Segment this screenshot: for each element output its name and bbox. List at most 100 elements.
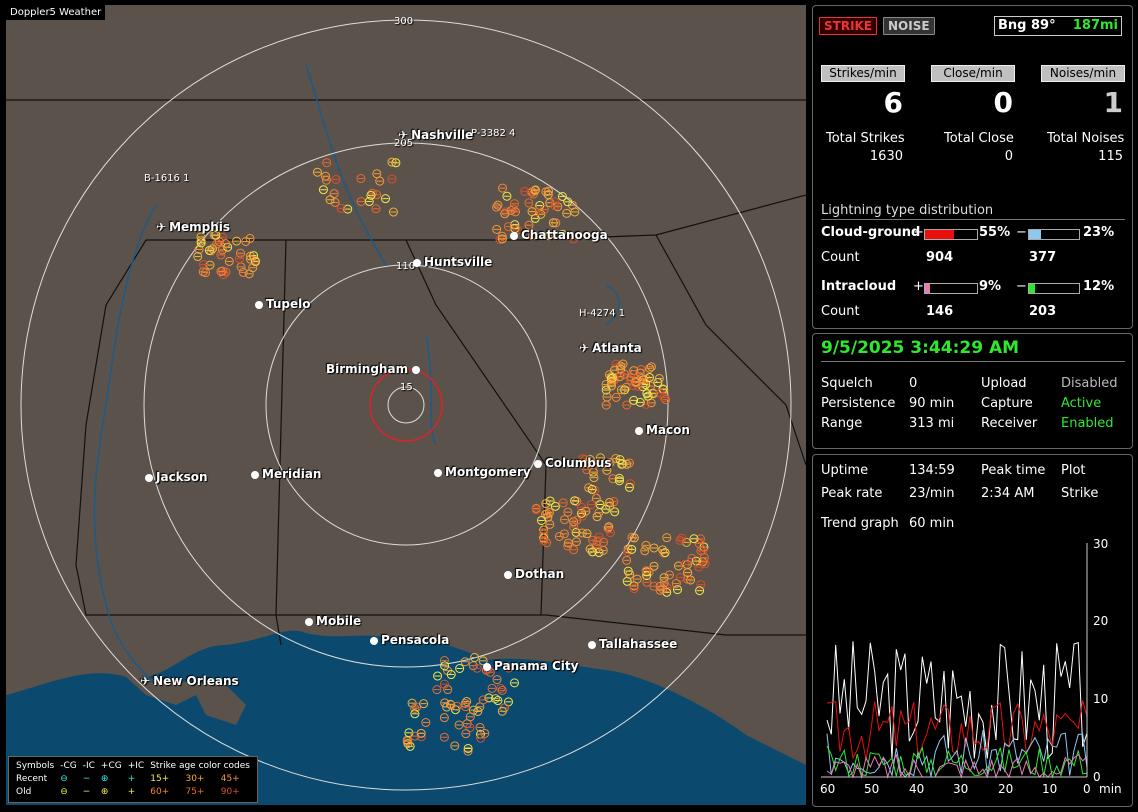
x-tick: 60 <box>820 782 836 796</box>
strike-marker <box>611 453 621 463</box>
strike-marker <box>475 722 485 732</box>
city-memphis: ✈ Memphis <box>156 220 231 234</box>
city-birmingham: Birmingham <box>326 362 423 376</box>
close-per-min-header[interactable]: Close/min <box>931 65 1015 82</box>
strike-marker <box>587 484 597 494</box>
strike-marker <box>403 739 413 749</box>
map-title: Doppler5 Weather <box>6 5 106 20</box>
strike-marker <box>606 378 616 388</box>
strike-marker <box>658 545 668 555</box>
city-dot-icon <box>588 640 596 649</box>
total-close-value: 0 <box>1004 149 1013 164</box>
strike-marker <box>641 540 651 550</box>
plus-sign: + <box>913 279 924 294</box>
strike-marker <box>439 679 449 689</box>
ring-label-15: 15 <box>400 382 413 393</box>
noises-per-min-value: 1 <box>1103 86 1123 119</box>
strike-marker <box>245 233 255 243</box>
strike-marker <box>366 190 376 200</box>
strike-marker <box>465 723 475 733</box>
city-dot-icon <box>255 300 263 309</box>
strike-marker <box>387 157 397 167</box>
strike-marker <box>544 231 554 241</box>
strike-marker <box>492 675 502 685</box>
city-montgomery: Montgomery <box>434 465 531 479</box>
cg-positive-count: 904 <box>926 250 954 265</box>
upload-value: Disabled <box>1061 376 1118 391</box>
bearing-box: Bng 89° 187mi <box>994 16 1122 36</box>
strike-marker <box>539 533 549 543</box>
squelch-label: Squelch <box>821 376 873 391</box>
intracloud-label: Intracloud <box>821 279 897 294</box>
city-macon: Macon <box>635 423 690 437</box>
cg-positive-bar <box>924 229 978 240</box>
strike-marker <box>624 482 634 492</box>
lightning-map[interactable]: Doppler5 Weather 300 205 110 15 P-3382 4… <box>6 5 806 805</box>
bearing-value: Bng 89° <box>998 18 1056 33</box>
noise-button[interactable]: NOISE <box>883 17 935 35</box>
strike-marker <box>520 186 530 196</box>
city-tallahassee: Tallahassee <box>588 637 677 651</box>
strike-marker <box>375 176 385 186</box>
strike-button[interactable]: STRIKE <box>819 17 878 35</box>
city-panama-city: Panama City <box>483 659 578 673</box>
strike-marker <box>367 188 377 198</box>
strike-marker <box>440 698 450 708</box>
strike-marker <box>645 363 655 373</box>
pos-cg-icon: ⊕ <box>100 787 109 797</box>
strike-marker <box>312 167 322 177</box>
strike-marker <box>649 543 659 553</box>
trend-series-line <box>826 700 1088 760</box>
capture-label: Capture <box>981 396 1033 411</box>
strike-marker <box>446 670 456 680</box>
strike-marker <box>606 381 616 391</box>
strike-marker <box>536 515 546 525</box>
strike-marker <box>654 373 664 383</box>
strike-marker <box>626 375 636 385</box>
strike-marker <box>662 533 672 543</box>
strike-marker <box>649 561 659 571</box>
strike-marker <box>387 174 397 184</box>
city-dot-icon <box>145 473 153 482</box>
plot-value[interactable]: Strike <box>1061 486 1099 501</box>
strike-marker <box>432 685 442 695</box>
strike-marker <box>503 222 513 232</box>
total-close-label: Total Close <box>944 131 1014 146</box>
strike-marker <box>452 701 462 711</box>
strike-marker <box>530 186 540 196</box>
strike-marker <box>497 234 507 244</box>
age-code: 75+ <box>185 787 205 797</box>
strike-marker <box>235 248 245 258</box>
strike-marker <box>524 198 534 208</box>
strike-marker <box>478 695 488 705</box>
divider <box>821 361 1125 362</box>
distribution-title: Lightning type distribution <box>821 203 994 218</box>
station-label: P-3382 4 <box>471 128 516 139</box>
strike-marker <box>625 569 635 579</box>
city-dot-icon <box>635 426 643 435</box>
strike-marker <box>673 561 683 571</box>
strikes-per-min-header[interactable]: Strikes/min <box>821 65 905 82</box>
noises-per-min-header[interactable]: Noises/min <box>1041 65 1125 82</box>
strike-marker <box>410 704 420 714</box>
strike-marker <box>487 683 497 693</box>
strike-marker <box>531 505 541 515</box>
count-label: Count <box>821 250 860 265</box>
strike-marker <box>548 218 558 228</box>
strike-marker <box>659 548 669 558</box>
strike-marker <box>649 581 659 591</box>
strike-marker <box>592 537 602 547</box>
strike-marker <box>463 743 473 753</box>
ring-label-205: 205 <box>394 138 414 149</box>
strike-marker <box>439 656 449 666</box>
airport-icon: ✈ <box>398 128 409 142</box>
cloud-ground-label: Cloud-ground <box>821 225 921 240</box>
strike-marker <box>460 657 470 667</box>
strike-marker <box>416 732 426 742</box>
x-tick: 40 <box>909 782 925 796</box>
strike-marker <box>675 535 685 545</box>
strike-marker <box>605 458 615 468</box>
strike-marker <box>610 507 620 517</box>
station-label: H-4274 1 <box>579 308 626 319</box>
strike-marker <box>563 197 573 207</box>
